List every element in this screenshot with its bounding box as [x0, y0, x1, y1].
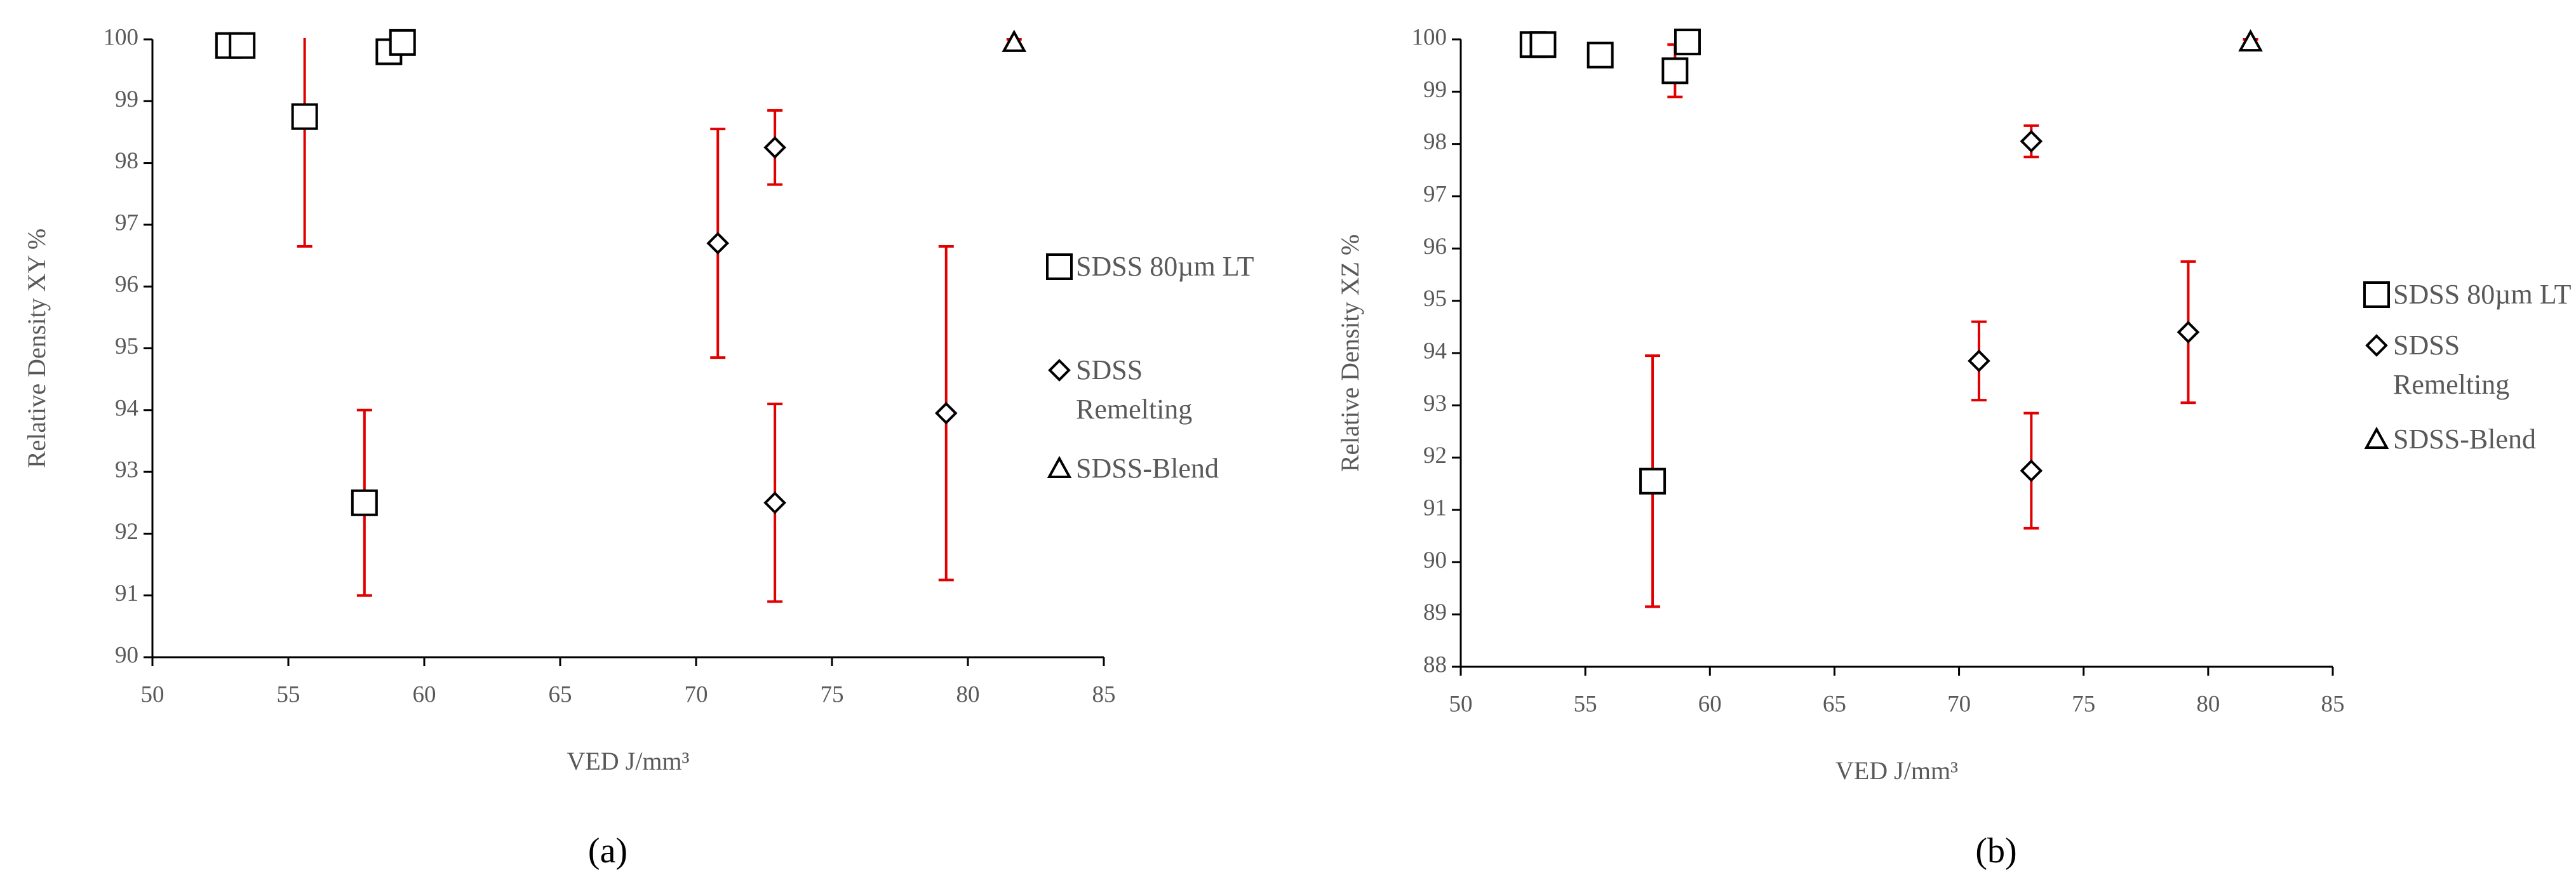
legend-label-box: SDSS 80µm LT [2393, 279, 2572, 310]
y-tick-label: 91 [1423, 495, 1447, 521]
legend-label: SDSS 80µm LT [1076, 251, 1254, 282]
legend-label: SDSS-Blend [1076, 453, 1219, 484]
marker-square [229, 32, 256, 59]
marker-diamond [763, 491, 786, 514]
marker-square [1529, 31, 1557, 58]
y-tick-label: 94 [1423, 338, 1447, 364]
legend-label-box: SDSS Remelting [1076, 354, 1193, 425]
y-tick-label: 92 [1423, 443, 1447, 469]
marker-diamond [2177, 321, 2200, 344]
y-tick-label: 100 [104, 24, 139, 50]
y-tick-label: 88 [1423, 652, 1447, 678]
marker-square [1046, 253, 1073, 280]
x-tick-label: 70 [1947, 691, 1971, 717]
legend-label-box: SDSS-Blend [2393, 424, 2536, 455]
y-tick-label: 94 [115, 395, 138, 421]
y-tick-label: 96 [115, 272, 138, 298]
marker-diamond [763, 136, 786, 159]
marker-diamond [1048, 359, 1071, 382]
marker-square [351, 489, 378, 516]
y-tick-label: 95 [1423, 286, 1447, 312]
marker-square [1639, 467, 1667, 495]
x-tick-label: 60 [1698, 691, 1722, 717]
x-tick-label: 50 [141, 681, 164, 707]
marker-diamond [934, 401, 958, 425]
caption: (a) [588, 831, 627, 871]
x-tick-label: 75 [821, 681, 844, 707]
x-tick-label: 85 [1092, 681, 1116, 707]
marker-triangle [2238, 29, 2263, 52]
error-bars [220, 38, 1022, 603]
y-tick-label: 99 [115, 86, 138, 112]
y-tick-label: 100 [1412, 24, 1447, 50]
x-axis-title: VED J/mm³ [1835, 756, 1958, 785]
error-bars [1525, 38, 2258, 608]
marker-square [291, 103, 318, 130]
marker-diamond [1968, 349, 1990, 373]
x-tick-label: 60 [413, 681, 436, 707]
y-tick-label: 99 [1423, 77, 1447, 103]
y-tick-label: 98 [115, 148, 138, 174]
marker-diamond [2020, 130, 2043, 153]
x-tick-label: 85 [2321, 691, 2345, 717]
x-tick-label: 75 [2072, 691, 2095, 717]
y-tick-label: 92 [115, 519, 138, 545]
y-tick-label: 91 [115, 580, 138, 606]
marker-square [1674, 29, 1701, 56]
marker-square [1587, 41, 1614, 69]
marker-triangle [1002, 29, 1027, 52]
legend-label-box: SDSS 80µm LT [1076, 251, 1254, 282]
y-tick-label: 90 [115, 642, 138, 668]
x-tick-label: 65 [549, 681, 572, 707]
marker-diamond [706, 232, 730, 255]
x-tick-label: 80 [956, 681, 980, 707]
x-tick-label: 65 [1823, 691, 1846, 717]
x-tick-label: 55 [1574, 691, 1597, 717]
y-tick-label: 97 [1423, 181, 1447, 207]
legend-label-box: SDSS-Blend [1076, 453, 1219, 484]
y-tick-label: 98 [1423, 129, 1447, 155]
marker-triangle [2364, 426, 2389, 449]
y-tick-label: 93 [1423, 391, 1447, 417]
x-tick-label: 50 [1449, 691, 1473, 717]
marker-triangle [1047, 455, 1072, 478]
legend-label: SDSS Remelting [1076, 354, 1193, 425]
chart: 88 89 90 91 92 93 94 95 96 97 98 99 100 50 55 60 65 70 75 8… [1336, 24, 2572, 871]
y-axis-title: Relative Density XZ % [1336, 234, 1364, 472]
y-tick-label: 90 [1423, 547, 1447, 573]
y-tick-label: 93 [115, 457, 138, 483]
legend-label: SDSS-Blend [2393, 424, 2536, 455]
marker-diamond [2365, 334, 2388, 357]
legend-label: SDSS Remelting [2393, 330, 2510, 400]
y-tick-label: 95 [115, 333, 138, 359]
y-tick-label: 97 [115, 210, 138, 236]
marker-square [2363, 281, 2390, 308]
x-tick-label: 55 [277, 681, 300, 707]
marker-square [1661, 57, 1689, 84]
y-tick-label: 89 [1423, 599, 1447, 625]
x-tick-label: 70 [685, 681, 708, 707]
y-axis-title: Relative Density XY % [22, 229, 51, 468]
x-tick-label: 80 [2196, 691, 2220, 717]
marker-diamond [2020, 459, 2043, 483]
marker-square [389, 29, 416, 56]
legend-label-box: SDSS Remelting [2393, 330, 2510, 400]
caption: (b) [1975, 831, 2016, 871]
y-tick-label: 96 [1423, 234, 1447, 260]
legend-label: SDSS 80µm LT [2393, 279, 2572, 310]
chart: 90 91 92 93 94 95 96 97 98 99 100 50 55 60 65 70 75 80 85 V… [22, 24, 1254, 871]
x-axis-title: VED J/mm³ [567, 747, 689, 775]
